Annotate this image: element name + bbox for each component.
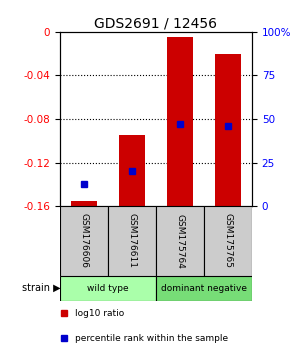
Bar — [119, 135, 145, 206]
Text: GSM176606: GSM176606 — [80, 213, 88, 268]
Bar — [215, 54, 241, 206]
Text: GSM176611: GSM176611 — [128, 213, 136, 268]
Text: wild type: wild type — [87, 284, 129, 293]
Text: strain ▶: strain ▶ — [22, 283, 61, 293]
Text: GSM175764: GSM175764 — [176, 213, 184, 268]
Text: percentile rank within the sample: percentile rank within the sample — [75, 333, 229, 343]
Bar — [60, 276, 156, 301]
Text: log10 ratio: log10 ratio — [75, 309, 124, 318]
Title: GDS2691 / 12456: GDS2691 / 12456 — [94, 17, 218, 31]
Bar — [156, 276, 252, 301]
Text: GSM175765: GSM175765 — [224, 213, 232, 268]
Bar — [167, 37, 193, 206]
Text: dominant negative: dominant negative — [161, 284, 247, 293]
Bar — [108, 206, 156, 276]
Bar — [60, 206, 108, 276]
Bar — [204, 206, 252, 276]
Bar — [71, 201, 97, 206]
Bar — [156, 206, 204, 276]
